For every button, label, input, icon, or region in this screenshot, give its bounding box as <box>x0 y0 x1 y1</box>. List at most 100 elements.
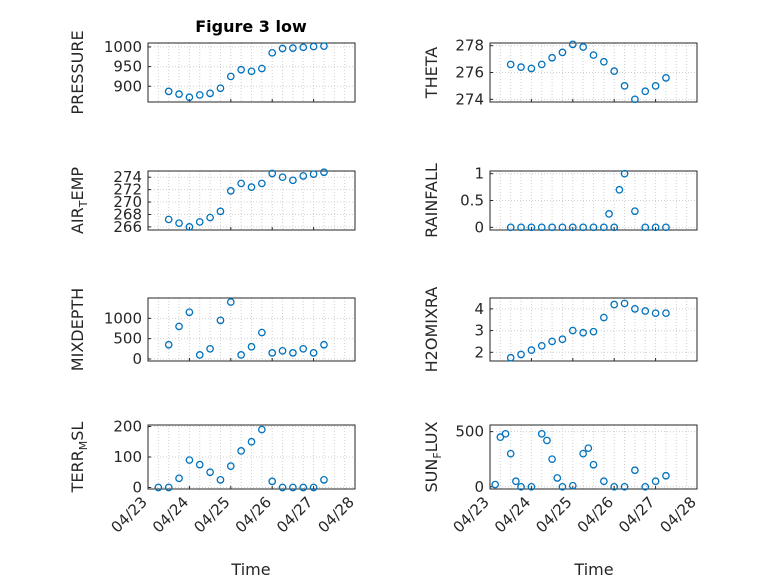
sun_flux-y-tick-label: 0 <box>474 478 484 496</box>
theta-data-point <box>610 67 619 76</box>
rainfall-data-point <box>631 207 639 216</box>
sun_flux-x-tick-label: 04/27 <box>615 493 658 536</box>
sun_flux-data-point <box>517 482 525 491</box>
air_temp-y-tick-label: 266 <box>113 218 142 236</box>
mixdepth-data-point <box>309 349 318 357</box>
theta-data-point <box>537 60 546 69</box>
sun_flux-data-point <box>631 466 639 475</box>
rainfall-data-point <box>548 223 556 232</box>
mixdepth-y-axis-label: MIXDEPTH <box>68 288 87 371</box>
air_temp-data-point <box>320 168 328 177</box>
pressure-y-axis-label: PRESSURE <box>68 30 87 114</box>
sun_flux-data-point <box>527 482 536 491</box>
pressure-data-point <box>195 91 204 99</box>
rainfall-data-point <box>615 185 624 194</box>
rainfall-data-point <box>662 223 670 232</box>
rainfall-data-point <box>506 223 515 232</box>
sun_flux-data-point <box>491 480 500 489</box>
sun_flux-data-point <box>589 460 598 469</box>
sun_flux-data-point <box>599 477 608 486</box>
terr_msl-data-point <box>195 460 204 469</box>
h2omixra-data-point <box>579 328 588 337</box>
pressure-data-point <box>237 65 245 74</box>
terr_msl-x-tick-label: 04/23 <box>108 493 151 536</box>
mixdepth-data-point <box>226 298 235 306</box>
terr_msl-data-point <box>268 477 277 486</box>
h2omixra-y-axis-label: H2OMIXRA <box>422 287 441 373</box>
h2omixra-plot-area <box>489 297 698 362</box>
mixdepth-data-point <box>164 340 173 349</box>
air_temp-y-tick-label: 274 <box>113 168 142 186</box>
h2omixra-y-tick-label: 4 <box>474 300 484 318</box>
air_temp-data-point <box>257 179 266 188</box>
h2omixra-data-point <box>506 353 515 362</box>
rainfall-plot-area <box>489 170 698 231</box>
rainfall-data-point <box>620 169 629 178</box>
sun_flux-plot-area <box>489 424 698 490</box>
rainfall-data-point <box>527 223 536 232</box>
mixdepth-data-point <box>175 322 183 331</box>
h2omixra-data-point <box>527 346 536 354</box>
sun_flux-data-point <box>610 482 619 491</box>
sun_flux-data-point <box>558 482 567 491</box>
mixdepth-axes-frame <box>147 297 356 362</box>
mixdepth-y-tick-label: 0 <box>132 350 142 368</box>
terr_msl-x-tick-label: 04/25 <box>190 493 233 536</box>
h2omixra-data-point <box>610 300 619 309</box>
terr_msl-data-point <box>278 483 287 492</box>
theta-data-point <box>579 43 588 51</box>
terr_msl-data-point <box>216 476 225 484</box>
sun_flux-data-point <box>568 481 577 490</box>
terr_msl-data-point <box>175 474 183 483</box>
rainfall-data-point <box>537 223 546 232</box>
terr_msl-y-tick-label: 200 <box>113 418 142 436</box>
theta-y-tick-label: 274 <box>455 90 484 108</box>
sun_flux-x-tick-label: 04/23 <box>450 493 493 536</box>
sun_flux-axes-frame <box>489 424 698 490</box>
air_temp-data-point <box>268 169 277 178</box>
terr_msl-data-point <box>226 462 235 470</box>
terr_msl-x-tick-label: 04/28 <box>315 493 358 536</box>
pressure-data-point <box>289 44 297 52</box>
sun_flux-data-point <box>620 482 629 491</box>
sun_flux-data-point <box>651 477 660 486</box>
terr_msl-data-point <box>206 468 214 477</box>
rainfall-data-point <box>568 223 577 232</box>
mixdepth-data-point <box>320 340 328 349</box>
rainfall-data-point <box>605 210 613 218</box>
sun_flux-data-point <box>662 471 670 480</box>
sun_flux-data-point <box>641 482 650 491</box>
air_temp-data-point <box>278 173 287 182</box>
air_temp-y-tick-label: 268 <box>113 205 142 223</box>
theta-data-point <box>641 87 650 96</box>
pressure-data-point <box>216 84 225 93</box>
terr_msl-data-point <box>257 425 266 434</box>
air_temp-data-point <box>206 213 214 222</box>
subplot-rainfall: 0 0.5 1 RAINFALL <box>422 163 698 238</box>
air_temp-data-point <box>195 218 204 226</box>
sun_flux-data-point <box>537 429 546 438</box>
theta-data-point <box>599 57 608 66</box>
sun_flux-data-point <box>506 449 515 458</box>
air_temp-data-point <box>216 207 225 216</box>
theta-data-point <box>506 60 515 69</box>
h2omixra-data-point <box>589 327 598 336</box>
sun_flux-data-point <box>584 444 593 453</box>
figure-title: Figure 3 low <box>195 17 307 36</box>
terr_msl-x-tick-label: 04/26 <box>232 493 275 536</box>
pressure-axes-frame <box>147 42 356 103</box>
terr_msl-data-point <box>185 456 194 464</box>
mixdepth-data-point <box>268 349 277 357</box>
pressure-data-point <box>185 93 194 102</box>
theta-data-point <box>651 82 660 90</box>
pressure-data-point <box>175 90 183 98</box>
h2omixra-data-point <box>548 337 556 346</box>
air_temp-data-point <box>164 215 173 224</box>
air_temp-data-point <box>299 172 308 180</box>
mixdepth-data-point <box>289 349 297 357</box>
rainfall-data-point <box>579 223 588 232</box>
mixdepth-data-point <box>257 328 266 337</box>
h2omixra-data-point <box>537 341 546 350</box>
